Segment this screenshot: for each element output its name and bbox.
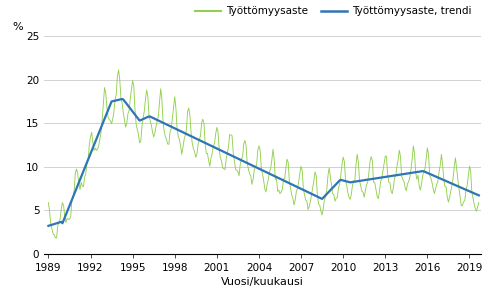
Y-axis label: %: % xyxy=(13,22,23,32)
Legend: Työttömyysaste, Työttömyysaste, trendi: Työttömyysaste, Työttömyysaste, trendi xyxy=(191,2,476,21)
X-axis label: Vuosi/kuukausi: Vuosi/kuukausi xyxy=(221,277,304,287)
